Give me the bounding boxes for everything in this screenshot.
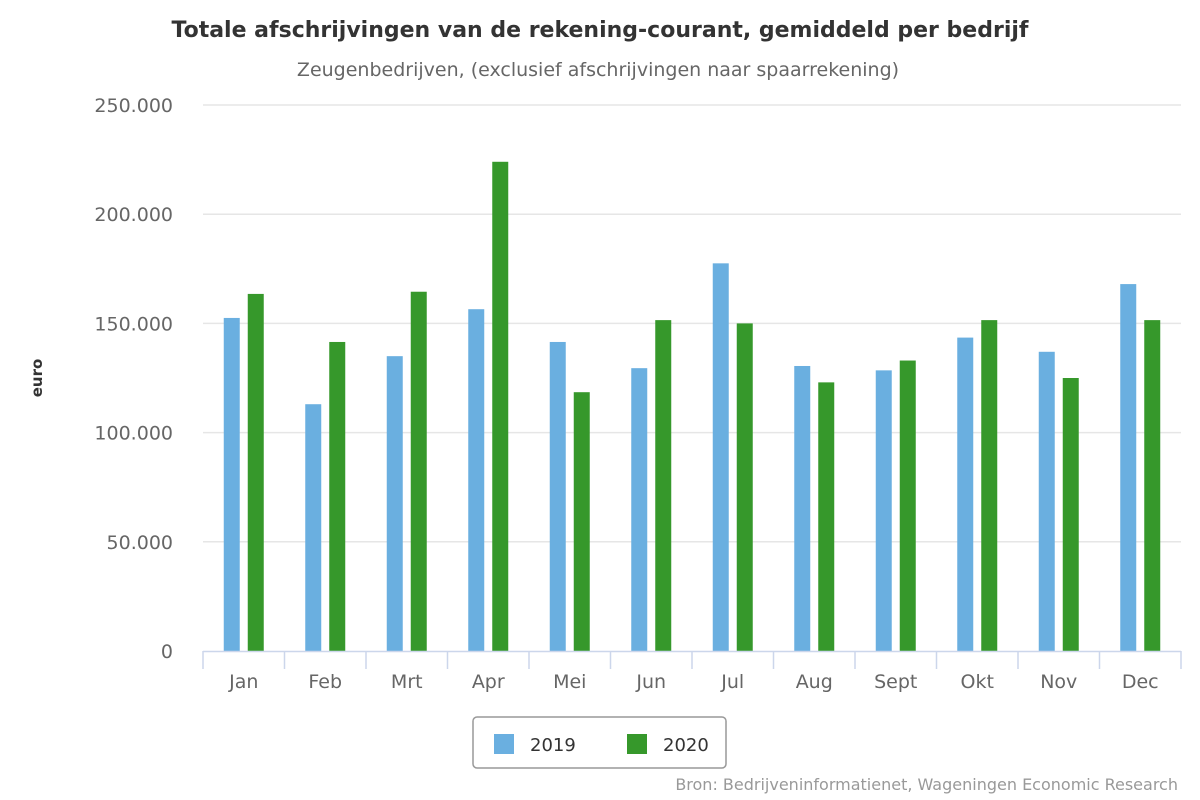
bar-2019-mrt[interactable]	[386, 356, 403, 651]
x-tick-label: Jul	[720, 671, 744, 693]
bar-2019-sept[interactable]	[875, 370, 892, 651]
bar-2019-dec[interactable]	[1120, 284, 1137, 651]
bar-2020-feb[interactable]	[329, 341, 346, 651]
x-tick-label: Okt	[961, 671, 994, 693]
x-tick-label: Apr	[472, 671, 505, 693]
x-tick-label: Aug	[796, 671, 833, 693]
bar-2020-okt[interactable]	[981, 320, 998, 651]
chart-subtitle: Zeugenbedrijven, (exclusief afschrijving…	[297, 59, 899, 81]
x-tick-label: Nov	[1040, 671, 1077, 693]
bar-2020-jun[interactable]	[655, 320, 672, 651]
bar-2020-sept[interactable]	[899, 360, 916, 651]
bar-2019-aug[interactable]	[794, 365, 811, 651]
y-tick-label: 150.000	[94, 313, 173, 335]
bar-2020-mrt[interactable]	[410, 291, 427, 651]
bars	[223, 161, 1161, 651]
y-tick-label: 50.000	[107, 532, 173, 554]
bar-2019-nov[interactable]	[1038, 351, 1055, 651]
x-tick-label: Jun	[635, 671, 666, 693]
legend-label-2019[interactable]: 2019	[530, 735, 576, 756]
bar-2019-apr[interactable]	[468, 309, 485, 651]
x-tick-label: Sept	[874, 671, 917, 693]
bar-2019-feb[interactable]	[305, 404, 322, 651]
y-axis-ticks: 0 50.000 100.000 150.000 200.000 250.000	[94, 95, 173, 663]
bar-2020-mei[interactable]	[573, 392, 590, 651]
y-axis-label: euro	[28, 359, 46, 398]
y-tick-label: 0	[161, 641, 173, 663]
bar-2019-jan[interactable]	[223, 317, 240, 651]
x-tick-label: Jan	[228, 671, 258, 693]
x-tick-label: Dec	[1122, 671, 1159, 693]
y-tick-label: 100.000	[94, 423, 173, 445]
bar-2020-apr[interactable]	[492, 161, 509, 651]
legend-swatch-2020[interactable]	[627, 734, 647, 754]
bar-2019-jul[interactable]	[712, 263, 729, 651]
bar-2019-mei[interactable]	[549, 341, 566, 651]
y-tick-label: 200.000	[94, 204, 173, 226]
bar-2020-nov[interactable]	[1062, 378, 1079, 651]
grid-lines	[203, 104, 1181, 543]
bar-2020-jan[interactable]	[247, 293, 264, 651]
bar-2019-okt[interactable]	[957, 337, 974, 651]
x-tick-label: Mei	[553, 671, 586, 693]
bar-2019-jun[interactable]	[631, 368, 648, 651]
x-tick-label: Feb	[308, 671, 342, 693]
x-tick-label: Mrt	[391, 671, 423, 693]
x-axis: Jan Feb Mrt Apr Mei Jun Jul Aug Sept Okt Nov Dec	[202, 650, 1182, 693]
legend: 2019 2020	[472, 716, 727, 769]
legend-swatch-2019[interactable]	[494, 734, 514, 754]
bar-2020-aug[interactable]	[818, 382, 835, 651]
y-tick-label: 250.000	[94, 95, 173, 117]
bar-2020-dec[interactable]	[1144, 320, 1161, 651]
legend-box	[472, 716, 727, 769]
chart-title: Totale afschrijvingen van de rekening-co…	[172, 18, 1029, 43]
legend-label-2020[interactable]: 2020	[663, 735, 709, 756]
credits[interactable]: Bron: Bedrijveninformatienet, Wageningen…	[675, 775, 1178, 794]
bar-2020-jul[interactable]	[736, 323, 753, 651]
